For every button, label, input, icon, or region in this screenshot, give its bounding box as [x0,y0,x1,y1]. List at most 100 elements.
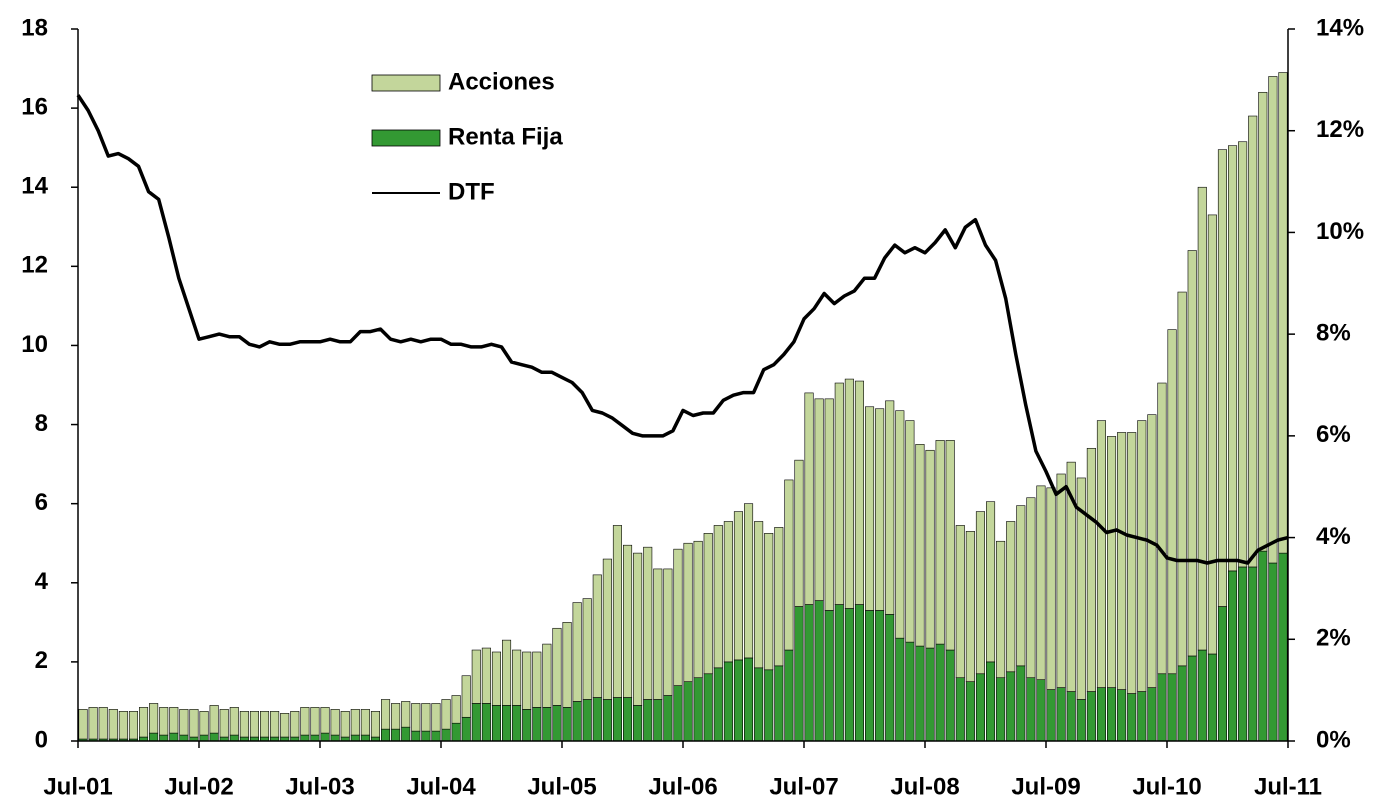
bar [673,685,683,742]
bar [1107,436,1117,688]
bar [199,711,209,736]
bar [1096,420,1106,688]
bar [421,730,431,742]
y-tick-label: 12 [21,252,48,279]
bar [1217,149,1227,607]
bar [854,604,864,742]
bar [1258,550,1268,742]
bar [1157,382,1167,675]
bar [986,501,996,663]
bar [744,657,754,742]
bar [481,647,491,704]
bar [865,406,875,611]
bar [683,681,693,742]
bar [401,701,411,728]
bar [1006,521,1016,673]
bar [1147,414,1157,688]
bar [986,661,996,742]
bar [774,665,784,742]
bar [491,705,501,742]
bar [219,709,229,738]
bar [693,677,703,742]
bar [441,699,451,730]
bar [481,703,491,742]
x-tick-label: Jul-02 [164,773,233,800]
legend-label: Acciones [448,68,555,95]
bar [975,511,985,675]
x-tick-label: Jul-11 [1254,773,1322,800]
legend-swatch [371,74,441,92]
bar [935,440,945,645]
bar [1046,689,1056,742]
bar [623,544,633,698]
y2-tick-label: 12% [1316,116,1364,143]
bar [78,709,88,740]
bar [320,707,330,734]
x-tick-label: Jul-07 [769,773,838,800]
bar [1207,653,1217,742]
bar [461,675,471,718]
bar [1036,485,1046,680]
bar [1026,497,1036,679]
bar [1187,655,1197,742]
bar [1006,671,1016,742]
bar [370,711,380,738]
bar [804,392,814,605]
bar [350,734,360,742]
y2-tick-label: 2% [1316,625,1351,652]
bar [502,639,512,706]
y2-tick-label: 14% [1316,14,1364,41]
bar [1076,477,1086,700]
bar [1238,566,1248,742]
bar [431,730,441,742]
y-tick-label: 6 [35,489,48,516]
bar [360,734,370,742]
bar [764,533,774,671]
bar [814,398,824,601]
bar [108,709,118,740]
bar [784,649,794,742]
bar [1086,447,1096,692]
bar [794,606,804,742]
bar [915,645,925,742]
bar [713,525,723,669]
y2-tick-label: 8% [1316,319,1351,346]
bar [128,711,138,740]
legend-label: Renta Fija [448,123,563,150]
bar [693,540,703,679]
bar [330,734,340,742]
bar [865,610,875,742]
bar [824,398,834,611]
bar [1258,91,1268,552]
bar [1056,473,1066,688]
bar [542,643,552,708]
bar [562,622,572,708]
bar [451,722,461,742]
y2-tick-label: 0% [1316,726,1351,753]
bar [522,709,532,742]
bar [270,711,280,738]
bar [623,697,633,742]
bar [572,701,582,742]
bar [381,699,391,730]
bar [602,699,612,742]
bar [179,709,189,736]
bar [1278,72,1288,554]
bar [1036,679,1046,742]
bar [885,400,895,615]
bar [431,703,441,732]
bar [754,667,764,742]
y-tick-label: 2 [35,647,48,674]
bar [633,705,643,742]
bar [239,711,249,738]
x-tick-label: Jul-08 [890,773,959,800]
bar [1117,689,1127,742]
bar [229,734,239,742]
legend-label: DTF [448,178,495,205]
bar [149,732,159,742]
bar [844,378,854,609]
x-tick-label: Jul-06 [648,773,717,800]
bar [290,711,300,738]
bar [139,707,149,738]
